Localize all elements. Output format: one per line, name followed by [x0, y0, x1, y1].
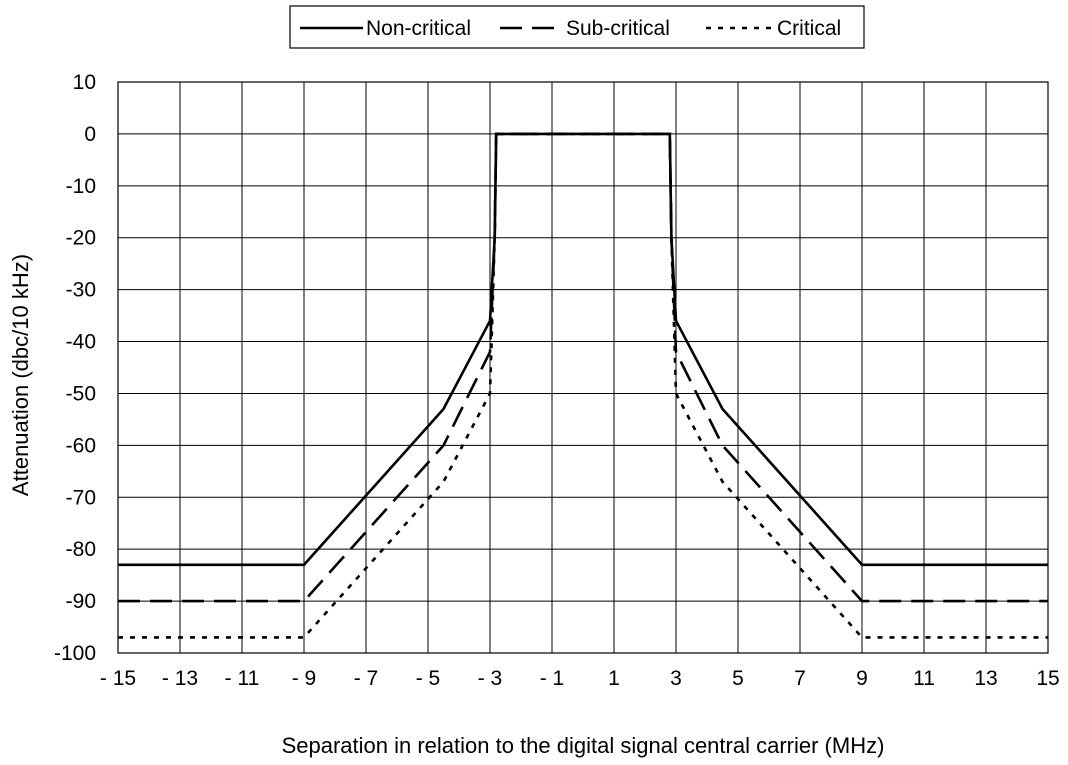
legend-label: Critical [777, 17, 841, 40]
y-tick-label: -90 [66, 590, 96, 613]
series-line-non-critical [118, 132, 1048, 567]
series-layer [118, 132, 1048, 639]
x-tick-label: - 7 [354, 667, 379, 690]
x-tick-label: 7 [794, 667, 806, 690]
x-tick-label: - 13 [162, 667, 198, 690]
y-tick-label: -60 [66, 434, 96, 457]
x-tick-label: 1 [608, 667, 620, 690]
y-tick-label: -80 [66, 538, 96, 561]
x-tick-label: 13 [974, 667, 997, 690]
y-tick-label: -50 [66, 382, 96, 405]
y-tick-label: -30 [66, 279, 96, 302]
y-tick-label: 10 [73, 71, 96, 94]
y-axis-title: Attenuation (dbc/10 kHz) [8, 254, 33, 496]
x-tick-label: 15 [1036, 667, 1059, 690]
x-tick-label: - 11 [225, 667, 260, 690]
legend-label: Non-critical [366, 17, 471, 40]
y-tick-label: -70 [66, 486, 96, 509]
x-tick-label: 9 [856, 667, 868, 690]
series-line-sub-critical [118, 132, 1048, 603]
legend: Non-critical Sub-critical Critical [289, 5, 865, 49]
x-tick-label: 5 [732, 667, 744, 690]
grid [117, 81, 1049, 654]
x-tick-label: 11 [913, 667, 935, 690]
x-tick-label: - 3 [478, 667, 503, 690]
plot-area-border [117, 81, 1049, 654]
y-tick-label: -40 [66, 331, 96, 354]
x-tick-label: - 5 [416, 667, 441, 690]
legend-label: Sub-critical [566, 17, 670, 40]
x-tick-label: 3 [670, 667, 682, 690]
x-tick-label: - 9 [292, 667, 317, 690]
x-tick-label: - 15 [100, 667, 136, 690]
y-tick-label: -10 [66, 175, 96, 198]
y-tick-label: -20 [66, 227, 96, 250]
x-tick-label: - 1 [540, 667, 565, 690]
y-tick-label: -100 [54, 642, 96, 665]
x-axis-title: Separation in relation to the digital si… [282, 733, 885, 758]
tick-labels: - 15- 13- 11- 9- 7- 5- 3- 1 1 3 5 7 9 11 13 1510… [54, 71, 1060, 690]
y-tick-label: 0 [84, 123, 96, 146]
series-line-critical [118, 132, 1048, 639]
